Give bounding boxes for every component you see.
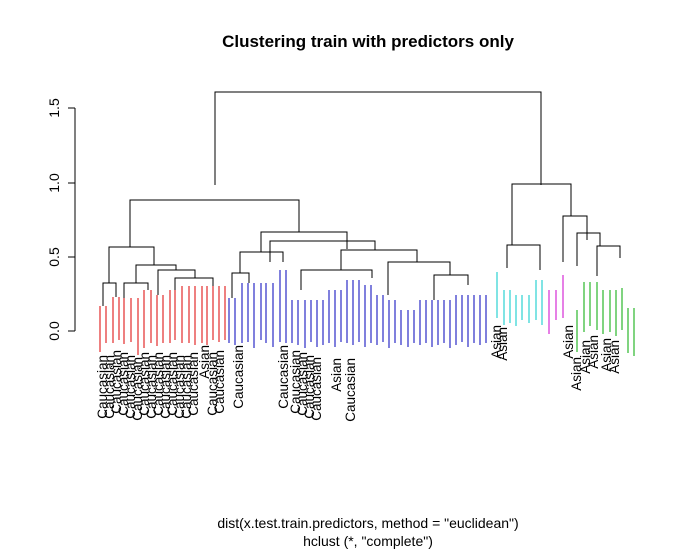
dendrogram-branches (102, 91, 621, 306)
leaf-label: Caucasian (186, 352, 201, 416)
merge-left-main (129, 199, 300, 247)
merge-blue-c (231, 272, 250, 298)
y-tick-label-1.0: 1.0 (46, 173, 62, 193)
leaf-label: Caucasian (102, 355, 117, 419)
merge-asian-c (576, 232, 601, 266)
leaf-label: Caucasian (231, 345, 246, 409)
y-tick-label-0: 0.0 (46, 321, 62, 341)
leaf-label: Caucasian (130, 357, 145, 421)
merge-blue-b (269, 240, 376, 262)
x-axis-label: dist(x.test.train.predictors, method = "… (217, 515, 518, 531)
leaves-cyan (496, 272, 543, 326)
leaf-label: Asian (607, 340, 622, 374)
leaf-label: Caucasian (165, 352, 180, 416)
leaf-label: Caucasian (302, 355, 317, 419)
leaf-label: Caucasian (137, 352, 152, 416)
merge-asian-a (506, 244, 541, 270)
leaf-label: Asian (599, 338, 614, 372)
merge-blue-a (239, 251, 284, 273)
leaf-label: Asian (489, 325, 504, 359)
leaf-label: Caucasian (172, 355, 187, 419)
chart-title: Clustering train with predictors only (222, 32, 514, 51)
leaf-label: Asian (197, 345, 212, 379)
leaf-label: Caucasian (109, 350, 124, 414)
leaf-label: Caucasian (179, 355, 194, 419)
leaf-label: Caucasian (212, 350, 227, 414)
leaves-magenta (548, 275, 564, 334)
merge-blue-e (300, 269, 373, 290)
leaves-green (576, 282, 635, 356)
merge-blue-g (433, 274, 469, 300)
merge-red-e (174, 277, 214, 290)
leaf-label: Caucasian (309, 357, 324, 421)
leaf-label: Asian (329, 358, 344, 392)
merge-right-main (511, 183, 572, 245)
leaf-label: Caucasian (151, 352, 166, 416)
merge-red-b (135, 264, 177, 283)
leaf-label: Asian (561, 325, 576, 359)
leaf-labels: Caucasian Caucasian Caucasian Caucasian … (95, 325, 622, 422)
leaf-label: Caucasian (276, 345, 291, 409)
leaf-label: Caucasian (205, 352, 220, 416)
y-tick-label-0.5: 0.5 (46, 247, 62, 267)
merge-red-d (157, 269, 196, 295)
merge-root (214, 91, 542, 185)
y-axis: 0.0 0.5 1.0 1.5 (46, 98, 76, 341)
leaf-label: Caucasian (95, 355, 110, 419)
leaf-label: Asian (578, 340, 593, 374)
leaf-label: Caucasian (144, 355, 159, 419)
sub-label: hclust (*, "complete") (303, 533, 433, 549)
leaf-label: Asian (586, 335, 601, 369)
leaf-label: Caucasian (116, 352, 131, 416)
merge-red-a (102, 282, 117, 306)
leaf-label: Caucasian (295, 352, 310, 416)
merge-blue-f (387, 261, 451, 295)
merge-blue-d (340, 249, 418, 270)
leaves-blue (228, 270, 487, 348)
leaf-label: Asian (569, 357, 584, 391)
leaf-label: Caucasian (123, 355, 138, 419)
leaves-red (99, 286, 226, 355)
merge-asian-d (596, 245, 621, 276)
merge-asian-b (562, 215, 588, 262)
y-tick-label-1.5: 1.5 (46, 98, 62, 118)
merge-red-c (123, 282, 149, 298)
leaf-label: Caucasian (343, 358, 358, 422)
leaf-label: Asian (495, 327, 510, 361)
leaf-label: Caucasian (158, 355, 173, 419)
merge-red-root (108, 246, 155, 283)
cluster-leaves (99, 270, 635, 356)
leaf-label: Caucasian (288, 350, 303, 414)
